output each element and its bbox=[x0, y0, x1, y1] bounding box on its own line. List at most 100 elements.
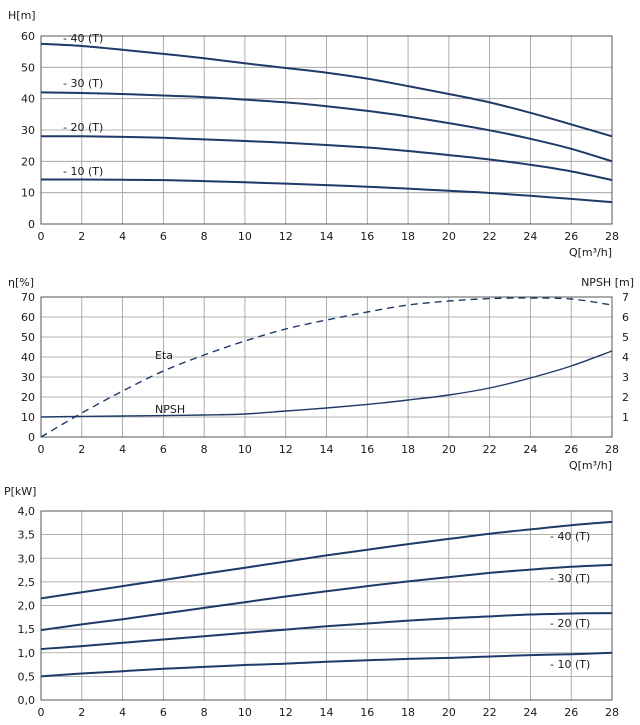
eta-y-tick-label: 0 bbox=[28, 431, 35, 444]
power-series-label-10-t: - 10 (T) bbox=[550, 658, 590, 671]
npsh-y2-tick-label: 2 bbox=[622, 391, 629, 404]
head-x-tick-label: 4 bbox=[119, 230, 126, 243]
eta-series-npsh-line bbox=[40, 350, 613, 418]
power-x-tick-label: 26 bbox=[564, 706, 578, 719]
head-x-tick-label: 20 bbox=[442, 230, 456, 243]
npsh-y2-tick-label: 3 bbox=[622, 371, 629, 384]
eta-y-axis-label: η[%] bbox=[8, 276, 34, 289]
power-series-10-t-line bbox=[40, 651, 613, 678]
eta-y-tick-label: 60 bbox=[21, 311, 35, 324]
head-series-10-t-line bbox=[41, 178, 613, 204]
power-series-40-t-line bbox=[40, 520, 613, 600]
head-x-tick-label: 14 bbox=[320, 230, 334, 243]
power-y-tick-label: 2,0 bbox=[18, 600, 36, 613]
head-x-tick-label: 22 bbox=[483, 230, 497, 243]
eta-x-tick-label: 24 bbox=[523, 443, 537, 456]
power-y-tick-label: 1,0 bbox=[18, 647, 36, 660]
power-y-tick-label: 0,5 bbox=[18, 670, 36, 683]
eta-x-tick-label: 22 bbox=[483, 443, 497, 456]
power-chart: P[kW] 0 2 4 6 8 10 12 14 16 18 20 22 24 26 280,00,51,0… bbox=[4, 485, 619, 719]
eta-x-tick-label: 0 bbox=[38, 443, 45, 456]
power-x-tick-label: 10 bbox=[238, 706, 252, 719]
head-series-30-t-line bbox=[40, 91, 613, 163]
power-y-tick-label: 4,0 bbox=[18, 505, 36, 518]
eta-x-tick-label: 10 bbox=[238, 443, 252, 456]
head-x-tick-label: 6 bbox=[160, 230, 167, 243]
head-x-tick-label: 28 bbox=[605, 230, 619, 243]
power-x-tick-label: 14 bbox=[320, 706, 334, 719]
eta-series-label-npsh: NPSH bbox=[155, 403, 185, 416]
head-x-axis-label: Q[m³/h] bbox=[569, 246, 612, 259]
power-x-tick-label: 4 bbox=[119, 706, 126, 719]
head-series-20-t-line bbox=[40, 135, 613, 182]
eta-x-tick-label: 14 bbox=[320, 443, 334, 456]
head-chart: H[m] Q[m³/h] 0 2 4 6 8 10 12 14 16 18 20 22 24 26 2801… bbox=[8, 9, 619, 259]
head-series-label-20-t: - 20 (T) bbox=[63, 121, 103, 134]
npsh-y2-tick-label: 7 bbox=[622, 291, 629, 304]
npsh-y2-tick-label: 5 bbox=[622, 331, 629, 344]
power-y-tick-label: 0,0 bbox=[18, 694, 36, 707]
eta-y-tick-label: 40 bbox=[21, 351, 35, 364]
head-x-tick-label: 10 bbox=[238, 230, 252, 243]
npsh-y2-tick-label: 4 bbox=[622, 351, 629, 364]
eta-x-tick-label: 12 bbox=[279, 443, 293, 456]
power-x-tick-label: 18 bbox=[401, 706, 415, 719]
power-x-tick-label: 2 bbox=[78, 706, 85, 719]
power-y-tick-label: 3,5 bbox=[18, 529, 36, 542]
head-x-tick-label: 12 bbox=[279, 230, 293, 243]
head-x-tick-label: 0 bbox=[38, 230, 45, 243]
eta-x-tick-label: 28 bbox=[605, 443, 619, 456]
eta-x-tick-label: 2 bbox=[78, 443, 85, 456]
eta-x-tick-label: 20 bbox=[442, 443, 456, 456]
eta-y-tick-label: 10 bbox=[21, 411, 35, 424]
eta-x-tick-label: 4 bbox=[119, 443, 126, 456]
eta-x-tick-label: 8 bbox=[201, 443, 208, 456]
head-y-tick-label: 50 bbox=[21, 61, 35, 74]
power-y-tick-label: 3,0 bbox=[18, 552, 36, 565]
power-y-tick-label: 1,5 bbox=[18, 623, 36, 636]
head-series-label-40-t: - 40 (T) bbox=[63, 32, 103, 45]
eta-x-tick-label: 16 bbox=[360, 443, 374, 456]
head-series-label-30-t: - 30 (T) bbox=[63, 77, 103, 90]
head-x-tick-label: 16 bbox=[360, 230, 374, 243]
power-x-tick-label: 8 bbox=[201, 706, 208, 719]
head-series-label-10-t: - 10 (T) bbox=[63, 165, 103, 178]
power-x-tick-label: 20 bbox=[442, 706, 456, 719]
power-series-label-30-t: - 30 (T) bbox=[550, 572, 590, 585]
power-x-tick-label: 28 bbox=[605, 706, 619, 719]
head-y-tick-label: 0 bbox=[28, 218, 35, 231]
power-series-20-t-line bbox=[40, 612, 613, 650]
head-y-tick-label: 40 bbox=[21, 93, 35, 106]
power-y-axis-label: P[kW] bbox=[4, 485, 36, 498]
head-x-tick-label: 2 bbox=[78, 230, 85, 243]
eta-x-tick-label: 6 bbox=[160, 443, 167, 456]
head-y-tick-label: 20 bbox=[21, 155, 35, 168]
head-y-tick-label: 30 bbox=[21, 124, 35, 137]
eta-x-tick-label: 18 bbox=[401, 443, 415, 456]
head-series-40-t-line bbox=[40, 42, 613, 138]
eta-y-tick-label: 20 bbox=[21, 391, 35, 404]
power-series-30-t-line bbox=[40, 563, 613, 632]
head-x-tick-label: 26 bbox=[564, 230, 578, 243]
npsh-y2-tick-label: 1 bbox=[622, 411, 629, 424]
head-x-tick-label: 18 bbox=[401, 230, 415, 243]
power-series-label-40-t: - 40 (T) bbox=[550, 530, 590, 543]
power-x-tick-label: 22 bbox=[483, 706, 497, 719]
efficiency-npsh-chart: η[%] NPSH [m] Q[m³/h] 0 2 4 6 8 10 12 14 16 18 20 2… bbox=[8, 276, 634, 472]
eta-x-tick-label: 26 bbox=[564, 443, 578, 456]
power-y-tick-label: 2,5 bbox=[18, 576, 36, 589]
eta-y-tick-label: 70 bbox=[21, 291, 35, 304]
npsh-y2-tick-label: 6 bbox=[622, 311, 629, 324]
eta-y-tick-label: 50 bbox=[21, 331, 35, 344]
power-x-tick-label: 6 bbox=[160, 706, 167, 719]
head-y-tick-label: 60 bbox=[21, 30, 35, 43]
eta-y-tick-label: 30 bbox=[21, 371, 35, 384]
power-x-tick-label: 12 bbox=[279, 706, 293, 719]
eta-plot-frame bbox=[40, 296, 613, 438]
head-y-tick-label: 10 bbox=[21, 187, 35, 200]
eta-series-label-eta: Eta bbox=[155, 349, 173, 362]
head-plot-frame bbox=[40, 35, 613, 225]
head-x-tick-label: 8 bbox=[201, 230, 208, 243]
power-series-label-20-t: - 20 (T) bbox=[550, 617, 590, 630]
